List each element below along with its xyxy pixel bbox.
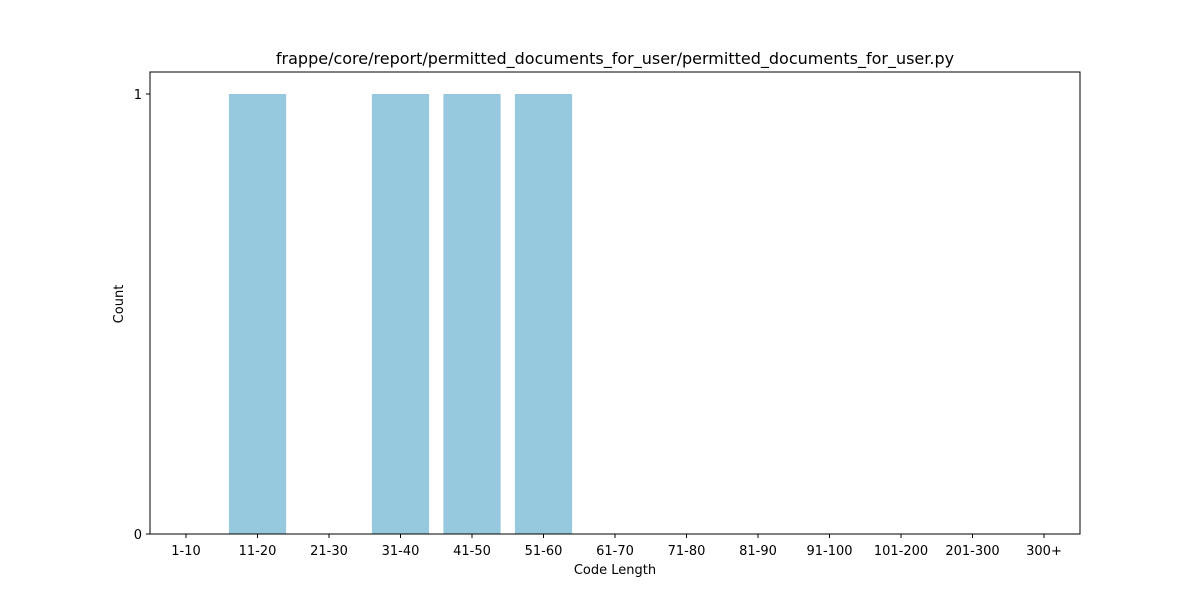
x-tick-label: 51-60 [525, 544, 563, 559]
x-axis-ticks: 1-10 11-20 21-30 31-40 41-50 51-60 61-70 71-80 8… [171, 534, 1062, 559]
bar-51-60 [514, 94, 573, 534]
y-axis-ticks: 01 [134, 88, 150, 543]
plot-frame [149, 71, 1081, 535]
x-tick-label: 300+ [1026, 544, 1062, 559]
x-tick-label: 101-200 [874, 544, 928, 559]
x-tick-label: 91-100 [806, 544, 852, 559]
x-tick-label: 11-20 [239, 544, 277, 559]
x-tick-label: 61-70 [596, 544, 634, 559]
bar-31-40 [371, 94, 430, 534]
y-tick-label: 0 [134, 528, 142, 543]
bar-11-20 [228, 94, 287, 534]
x-tick-label: 31-40 [382, 544, 420, 559]
x-tick-label: 71-80 [668, 544, 706, 559]
y-tick-label: 1 [134, 88, 142, 103]
chart-title: frappe/core/report/permitted_documents_f… [276, 49, 954, 69]
x-tick-label: 21-30 [310, 544, 348, 559]
x-tick-label: 201-300 [945, 544, 999, 559]
bar-41-50 [443, 94, 501, 534]
x-tick-label: 81-90 [739, 544, 777, 559]
y-axis-label: Count [112, 285, 127, 324]
bars-layer [228, 94, 573, 534]
x-axis-label: Code Length [574, 563, 656, 578]
x-tick-label: 1-10 [171, 544, 201, 559]
x-tick-label: 41-50 [453, 544, 491, 559]
